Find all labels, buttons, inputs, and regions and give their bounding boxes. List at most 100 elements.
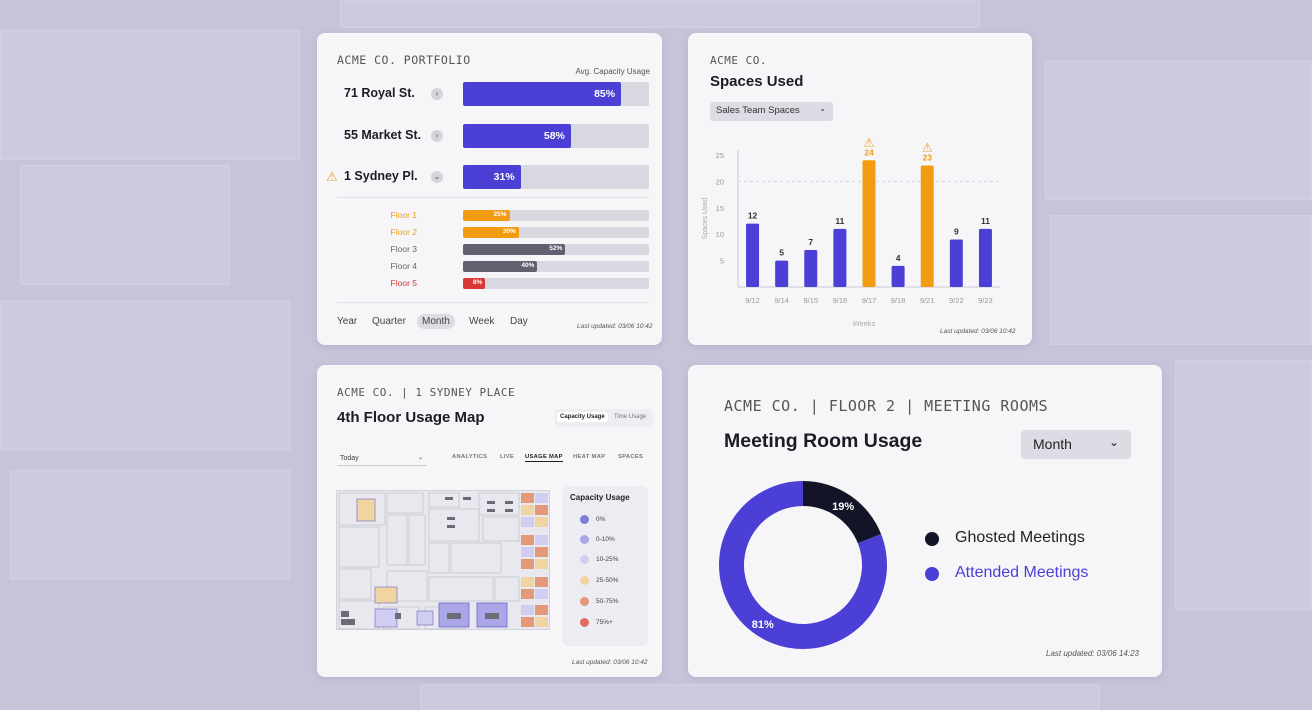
legend-dot bbox=[580, 597, 589, 606]
bar-value-label: 9 bbox=[954, 226, 959, 236]
usage-toggle-group: Capacity Usage Time Usage bbox=[555, 409, 653, 427]
floor-row[interactable]: Floor 4 40% bbox=[317, 261, 662, 273]
tab-live[interactable]: LIVE bbox=[500, 454, 515, 460]
floor-name: Floor 4 bbox=[390, 261, 417, 271]
x-tick-label: 9/16 bbox=[833, 296, 848, 305]
usage-map-title: 4th Floor Usage Map bbox=[337, 409, 485, 426]
toggle-time-usage[interactable]: Time Usage bbox=[614, 414, 647, 420]
floor-percent: 52% bbox=[549, 245, 563, 252]
legend-dot bbox=[580, 618, 589, 627]
x-tick-label: 9/15 bbox=[803, 296, 818, 305]
bg-tile bbox=[0, 300, 290, 450]
legend-label: 0-10% bbox=[596, 536, 615, 543]
meeting-donut-chart: 19% 81% bbox=[719, 481, 887, 649]
dropdown-value: Sales Team Spaces bbox=[716, 105, 800, 116]
legend-dot bbox=[580, 515, 589, 524]
property-row[interactable]: 55 Market St. › 58% bbox=[317, 124, 662, 148]
floor-row[interactable]: Floor 3 52% bbox=[317, 244, 662, 256]
legend-dot bbox=[580, 555, 589, 564]
bg-tile bbox=[1045, 60, 1312, 200]
capacity-percent: 85% bbox=[594, 88, 616, 100]
x-axis-title: Weeks bbox=[853, 319, 876, 328]
range-tab-day[interactable]: Day bbox=[510, 316, 528, 327]
bg-tile bbox=[1050, 215, 1312, 345]
range-tab-quarter[interactable]: Quarter bbox=[372, 316, 406, 327]
capacity-bar-fill: 58% bbox=[463, 124, 571, 148]
warning-icon: ⚠ bbox=[922, 141, 933, 155]
capacity-bar-fill: 85% bbox=[463, 82, 622, 106]
y-tick-label: 5 bbox=[720, 257, 724, 266]
range-tab-week[interactable]: Week bbox=[469, 316, 495, 327]
tab-heat-map[interactable]: HEAT MAP bbox=[573, 454, 606, 460]
donut-slice bbox=[719, 481, 887, 649]
floor-bar-track: 52% bbox=[463, 244, 649, 255]
x-tick-label: 9/23 bbox=[978, 296, 993, 305]
spaces-eyebrow: ACME CO. bbox=[710, 54, 767, 67]
tab-analytics[interactable]: ANALYTICS bbox=[452, 454, 488, 460]
x-tick-label: 9/18 bbox=[891, 296, 906, 305]
bar bbox=[746, 223, 760, 287]
floor-plan-drawing bbox=[338, 492, 548, 630]
x-tick-label: 9/12 bbox=[745, 296, 760, 305]
legend-label: Attended Meetings bbox=[955, 564, 1089, 581]
bg-tile bbox=[20, 165, 230, 285]
tab-usage-map[interactable]: USAGE MAP bbox=[525, 454, 563, 462]
range-tab-month[interactable]: Month bbox=[417, 314, 455, 329]
floor-bar-fill: 40% bbox=[463, 261, 538, 272]
bar-value-label: 24 bbox=[864, 147, 874, 157]
property-row[interactable]: 71 Royal St. › 85% bbox=[317, 82, 662, 106]
floor-name: Floor 5 bbox=[390, 278, 417, 288]
floor-name: Floor 3 bbox=[390, 244, 417, 254]
y-tick-label: 10 bbox=[716, 230, 724, 239]
chevron-right-icon[interactable]: › bbox=[431, 130, 443, 142]
capacity-legend: Capacity Usage 0% 0-10% 10-25% 25-50% 50… bbox=[562, 486, 648, 646]
chevron-right-icon[interactable]: › bbox=[431, 88, 443, 100]
x-tick-label: 9/22 bbox=[949, 296, 964, 305]
last-updated: Last updated: 03/06 10:42 bbox=[940, 328, 1016, 335]
meeting-eyebrow: ACME CO. | FLOOR 2 | MEETING ROOMS bbox=[724, 397, 1049, 415]
bar bbox=[833, 228, 847, 287]
divider bbox=[337, 302, 649, 303]
date-select-value: Today bbox=[340, 455, 359, 462]
floor-bar-fill: 8% bbox=[463, 278, 486, 289]
legend-label: 75%+ bbox=[596, 619, 613, 626]
donut-slice bbox=[803, 481, 882, 544]
floor-row[interactable]: Floor 2 30% bbox=[317, 227, 662, 239]
floor-row[interactable]: Floor 5 8% bbox=[317, 278, 662, 290]
floor-percent: 30% bbox=[502, 228, 516, 235]
meeting-rooms-card: ACME CO. | FLOOR 2 | MEETING ROOMS Meeti… bbox=[688, 365, 1162, 677]
bar-value-label: 5 bbox=[779, 248, 784, 258]
floor-name: Floor 1 bbox=[390, 210, 417, 220]
donut-slice-label: 81% bbox=[752, 619, 774, 631]
chevron-down-icon[interactable]: ⌄ bbox=[431, 171, 443, 183]
usage-map-eyebrow: ACME CO. | 1 SYDNEY PLACE bbox=[337, 386, 516, 399]
capacity-bar-track: 58% bbox=[463, 124, 649, 148]
bar bbox=[891, 265, 905, 287]
bar-value-label: 7 bbox=[808, 237, 813, 247]
tab-spaces[interactable]: SPACES bbox=[618, 454, 644, 460]
range-tab-year[interactable]: Year bbox=[337, 316, 358, 327]
floor-bar-track: 8% bbox=[463, 278, 649, 289]
property-row[interactable]: ⚠ 1 Sydney Pl. ⌄ 31% bbox=[317, 165, 662, 189]
legend-label: 50-75% bbox=[596, 598, 619, 605]
date-select[interactable]: Today ⌄ bbox=[337, 452, 427, 466]
chevron-down-icon: ⌄ bbox=[1108, 435, 1119, 449]
bar bbox=[949, 239, 963, 287]
team-spaces-dropdown[interactable]: Sales Team Spaces ⌄ bbox=[710, 102, 833, 121]
floor-percent: 25% bbox=[493, 211, 507, 218]
legend-label: 25-50% bbox=[596, 577, 619, 584]
floor-row[interactable]: Floor 1 25% bbox=[317, 210, 662, 222]
y-axis-title: Spaces Used bbox=[702, 198, 709, 240]
legend-title: Capacity Usage bbox=[570, 493, 630, 502]
bg-tile bbox=[1175, 360, 1312, 610]
period-dropdown[interactable]: Month ⌄ bbox=[1021, 430, 1131, 459]
legend-dot bbox=[580, 535, 589, 544]
toggle-capacity-usage[interactable]: Capacity Usage bbox=[557, 412, 608, 422]
y-tick-label: 20 bbox=[716, 177, 724, 186]
bg-tile bbox=[340, 0, 980, 28]
bar-value-label: 23 bbox=[922, 153, 932, 163]
bar-value-label: 12 bbox=[748, 211, 758, 221]
floor-plan-map[interactable] bbox=[336, 490, 550, 630]
chevron-down-icon: ⌄ bbox=[417, 455, 423, 461]
portfolio-eyebrow: ACME CO. PORTFOLIO bbox=[337, 53, 471, 67]
